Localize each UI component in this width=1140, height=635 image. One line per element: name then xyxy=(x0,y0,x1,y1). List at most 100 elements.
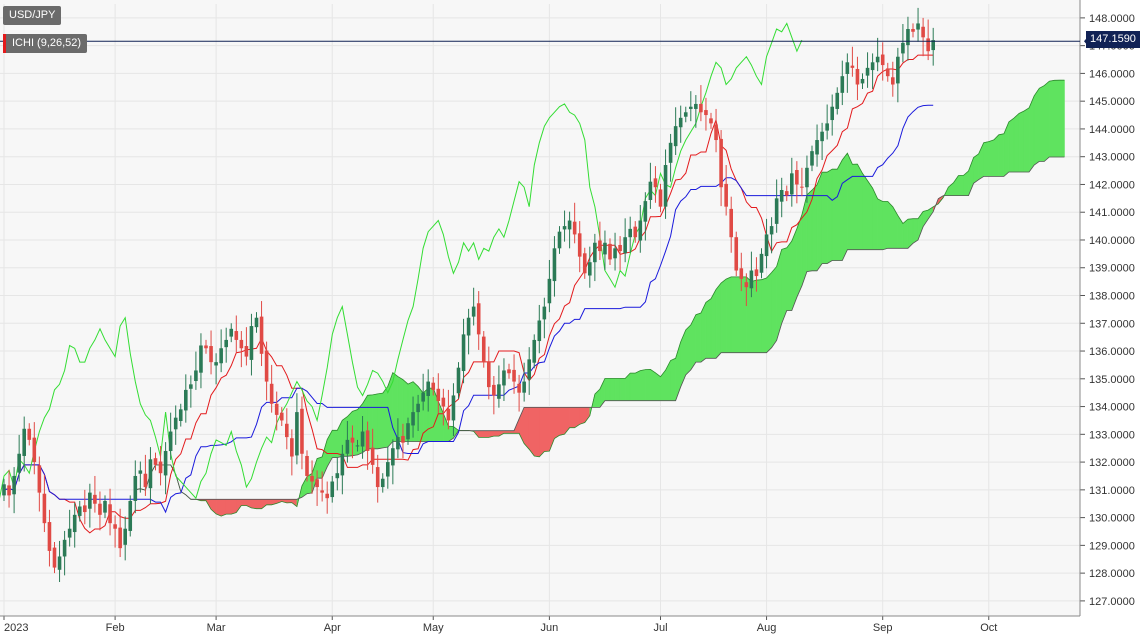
candle-body xyxy=(27,428,32,440)
candle-body xyxy=(330,481,335,498)
candle-body xyxy=(431,382,436,390)
cloud-segment xyxy=(554,407,560,439)
candle-body xyxy=(264,350,269,382)
candle-body xyxy=(355,445,360,447)
candle-body xyxy=(512,369,516,382)
cloud-segment xyxy=(645,369,651,401)
candle-body xyxy=(451,395,456,421)
candle-body xyxy=(815,140,819,155)
candle-body xyxy=(497,384,501,399)
candle-body xyxy=(279,412,284,421)
candle-body xyxy=(138,470,143,474)
indicator-color-marker xyxy=(3,34,6,53)
candle-body xyxy=(315,479,319,488)
cloud-segment xyxy=(215,499,222,517)
cloud-segment xyxy=(619,378,626,401)
candle-body xyxy=(582,253,587,274)
x-tick-label: May xyxy=(423,622,444,634)
y-tick-label: 140.0000 xyxy=(1089,235,1135,247)
y-tick-label: 139.0000 xyxy=(1089,263,1135,275)
candle-body xyxy=(608,243,612,260)
candle-body xyxy=(209,346,213,363)
candle-body xyxy=(709,118,713,124)
candle-body xyxy=(360,431,365,447)
candle-body xyxy=(552,248,557,282)
candle-body xyxy=(133,475,138,501)
candle-body xyxy=(931,40,935,51)
candle-body xyxy=(875,56,880,63)
candle-body xyxy=(118,527,122,549)
kijun-line xyxy=(3,104,934,514)
cloud-segment xyxy=(766,271,772,354)
candle-body xyxy=(244,346,249,357)
cloud-segment xyxy=(988,139,995,177)
candle-body xyxy=(189,384,193,389)
y-tick-label: 137.0000 xyxy=(1089,318,1135,330)
candle-body xyxy=(42,493,47,524)
candle-body xyxy=(199,345,203,373)
cloud-segment xyxy=(569,407,575,428)
candle-body xyxy=(158,461,163,474)
candle-body xyxy=(22,428,26,456)
y-tick-label: 148.0000 xyxy=(1089,13,1135,25)
cloud-segment xyxy=(1008,117,1015,173)
y-tick-label: 130.0000 xyxy=(1089,513,1135,525)
cloud-segment xyxy=(1033,87,1040,166)
candle-body xyxy=(47,522,52,551)
candle-body xyxy=(380,478,385,488)
candle-body xyxy=(325,493,329,499)
candle-body xyxy=(820,131,824,142)
candle-body xyxy=(17,453,21,473)
cloud-segment xyxy=(958,175,964,196)
candle-body xyxy=(734,237,739,271)
cloud-segment xyxy=(372,393,378,450)
candle-body xyxy=(507,369,511,374)
cloud-segment xyxy=(266,499,272,506)
cloud-segment xyxy=(635,370,641,401)
candle-body xyxy=(365,430,370,451)
cloud-segment xyxy=(837,159,843,261)
candle-body xyxy=(547,278,552,304)
candle-body xyxy=(618,244,622,252)
cloud-segment xyxy=(821,171,828,264)
candle-body xyxy=(926,38,930,52)
candle-body xyxy=(285,423,289,438)
candle-body xyxy=(178,409,183,421)
x-tick-label: Jul xyxy=(653,622,667,634)
candle-body xyxy=(98,503,102,515)
candle-body xyxy=(673,126,678,147)
cloud-segment xyxy=(912,218,919,244)
cloud-segment xyxy=(756,279,762,353)
candle-body xyxy=(37,465,42,493)
cloud-segment xyxy=(544,407,550,452)
candle-body xyxy=(502,370,506,386)
candle-body xyxy=(305,455,309,476)
candle-body xyxy=(759,253,764,273)
x-tick-label: Oct xyxy=(980,622,997,634)
candle-body xyxy=(481,336,486,363)
candle-body xyxy=(517,383,521,393)
candle-body xyxy=(557,231,562,249)
grid xyxy=(0,4,1080,616)
cloud-segment xyxy=(826,168,833,265)
candle-body xyxy=(7,485,11,496)
candle-body xyxy=(663,165,668,207)
y-tick-label: 141.0000 xyxy=(1089,207,1135,219)
candle-body xyxy=(764,234,769,257)
candle-body xyxy=(466,317,471,336)
cloud-segment xyxy=(847,153,853,250)
candle-body xyxy=(406,423,410,440)
candle-body xyxy=(724,183,728,207)
candle-body xyxy=(784,191,789,196)
candle-body xyxy=(643,201,648,222)
candle-body xyxy=(224,339,228,348)
candle-body xyxy=(269,383,274,404)
candle-body xyxy=(421,392,425,402)
candle-body xyxy=(335,473,340,479)
cloud-segment xyxy=(377,392,383,450)
cloud-segment xyxy=(397,376,404,442)
candle-body xyxy=(375,467,380,488)
candle-body xyxy=(204,345,208,349)
cloud-segment xyxy=(523,407,530,450)
cloud-segment xyxy=(751,279,757,353)
